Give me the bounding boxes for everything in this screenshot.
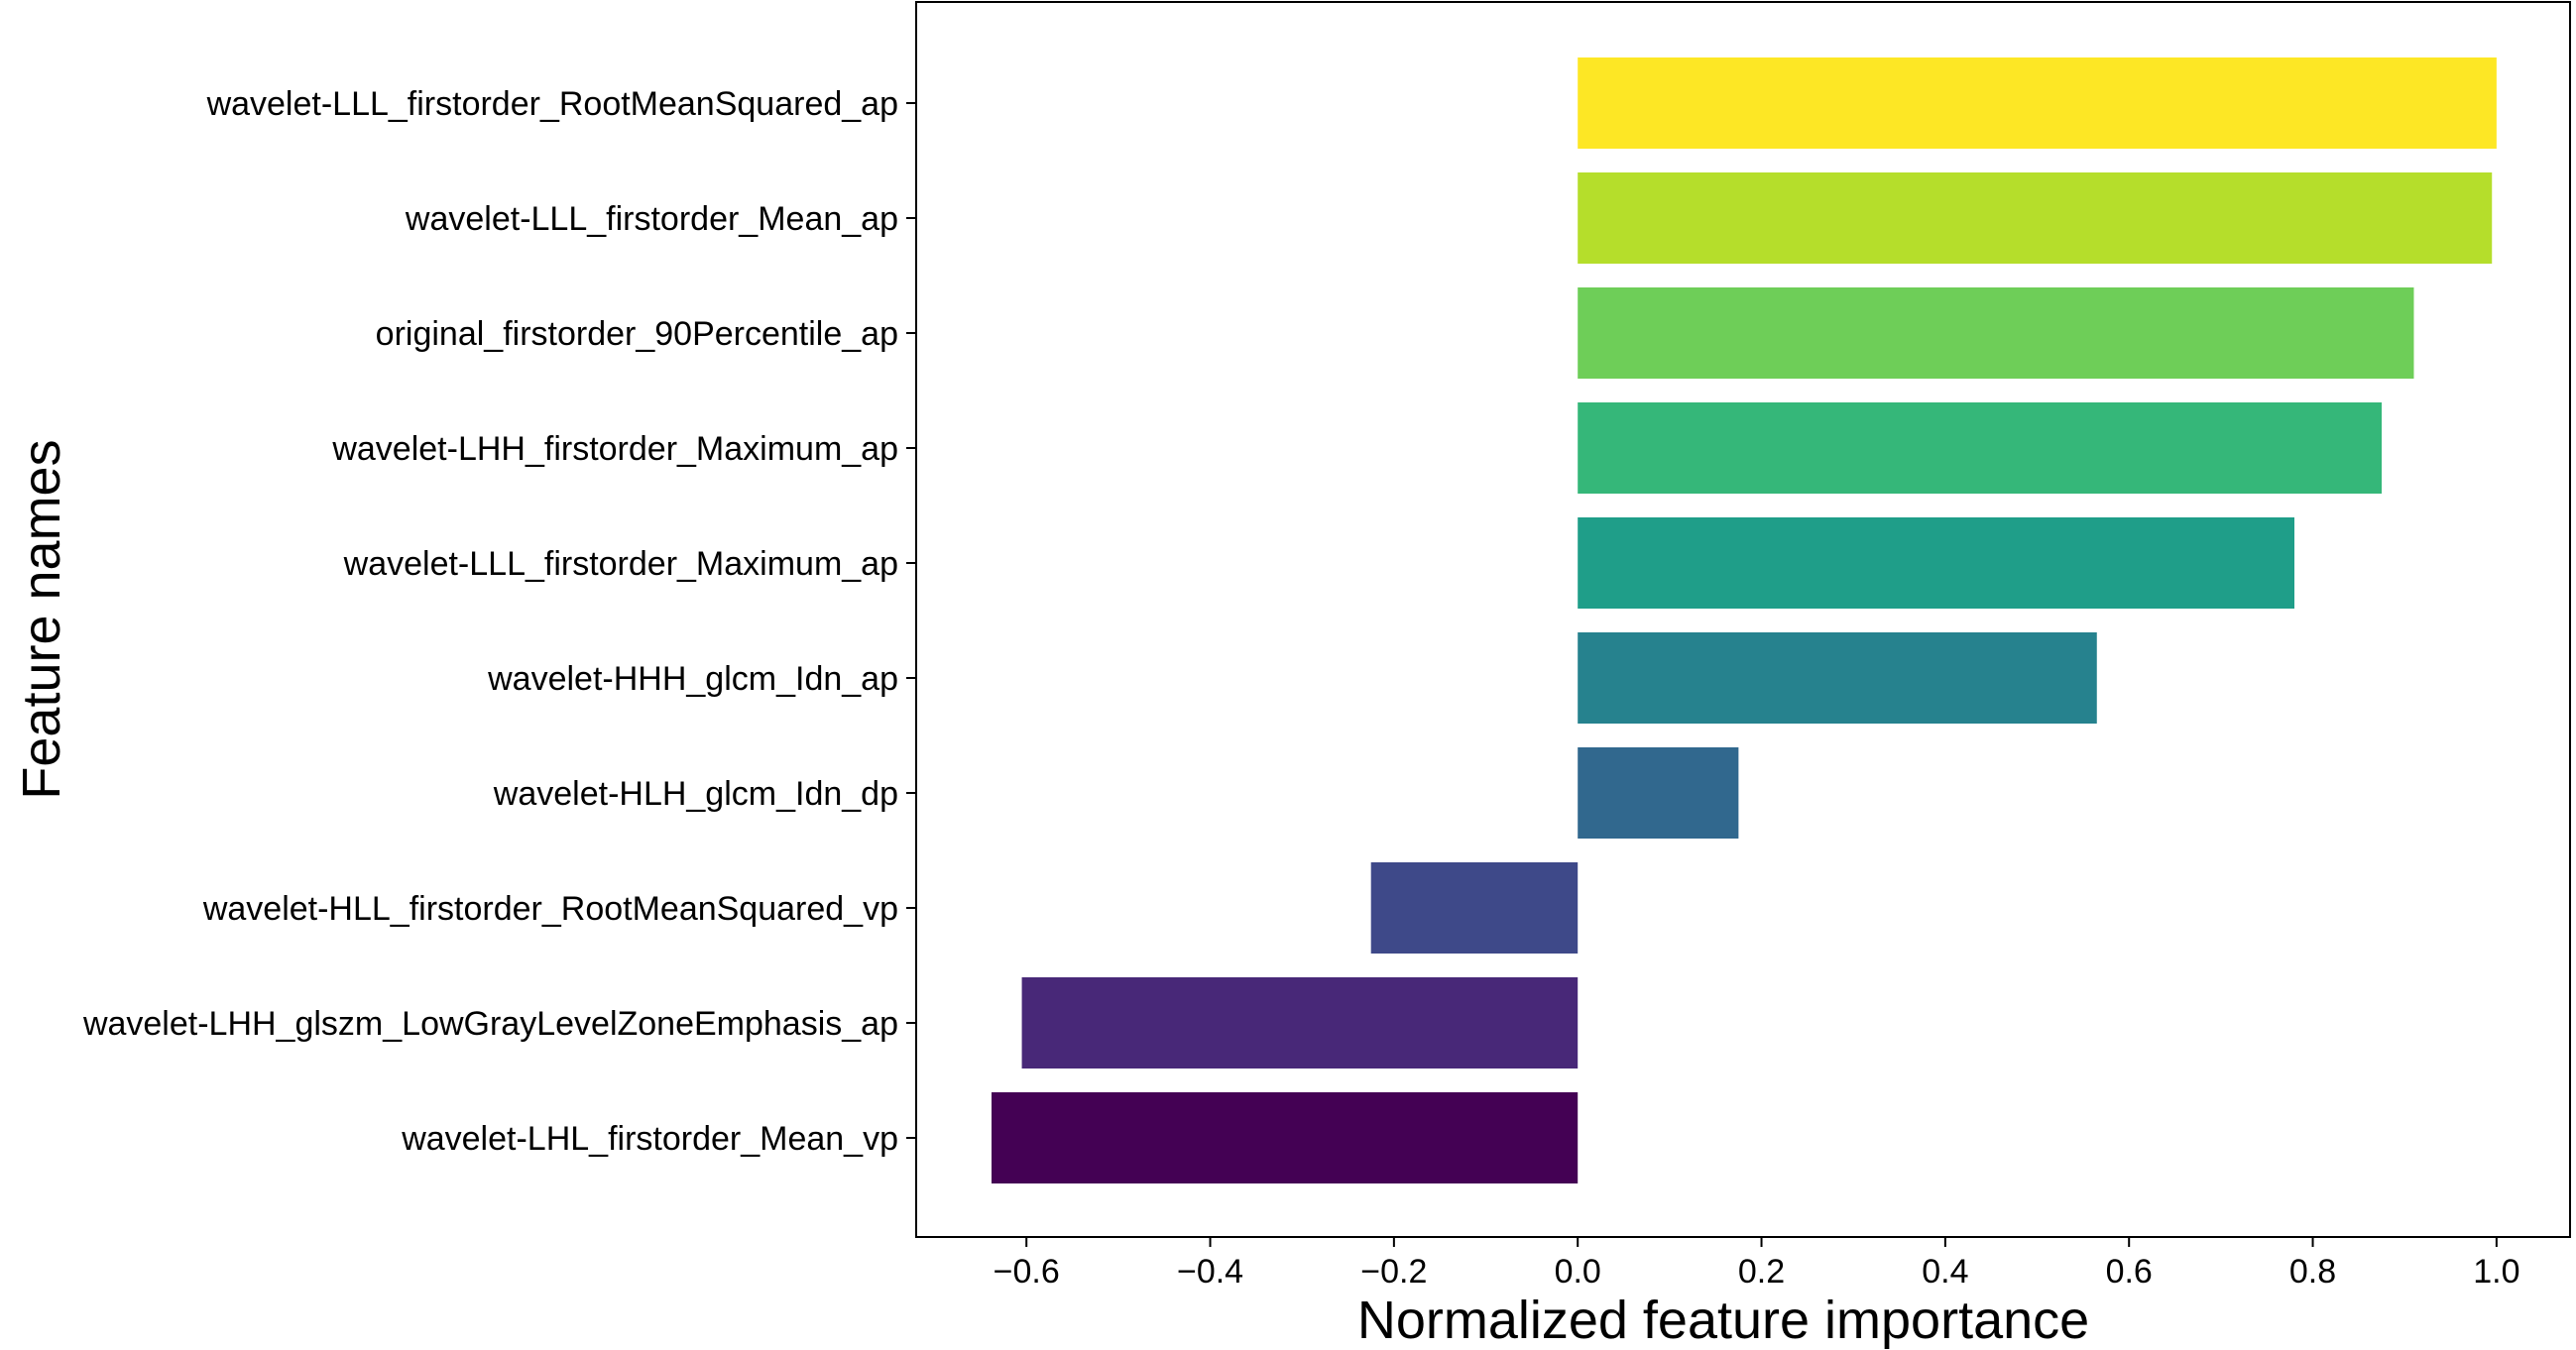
x-tick-label: −0.4: [1177, 1253, 1243, 1291]
bar: [1578, 632, 2097, 724]
x-tick-label: 0.2: [1738, 1253, 1785, 1291]
y-tick-label: wavelet-LHH_glszm_LowGrayLevelZoneEmphas…: [82, 1005, 898, 1043]
bar: [1578, 747, 1739, 839]
x-tick-label: −0.2: [1360, 1253, 1427, 1291]
bar: [1578, 402, 2383, 494]
x-tick-label: 0.4: [1922, 1253, 1968, 1291]
x-tick-label: 0.6: [2106, 1253, 2153, 1291]
y-tick-label: wavelet-LHH_firstorder_Maximum_ap: [331, 430, 898, 468]
x-tick-label: 0.8: [2289, 1253, 2336, 1291]
y-tick-label: wavelet-LLL_firstorder_RootMeanSquared_a…: [206, 85, 898, 123]
y-tick-label: wavelet-HLH_glcm_Idn_dp: [493, 775, 898, 813]
x-tick-label: −0.6: [994, 1253, 1060, 1291]
y-tick-label: wavelet-HLL_firstorder_RootMeanSquared_v…: [202, 890, 898, 928]
y-axis-title: Feature names: [12, 439, 71, 799]
plot-frame: [915, 1, 2571, 1238]
y-tick-label: original_firstorder_90Percentile_ap: [376, 315, 898, 353]
y-tick-label: wavelet-LLL_firstorder_Maximum_ap: [343, 545, 898, 583]
y-tick-label: wavelet-LLL_firstorder_Mean_ap: [405, 200, 898, 238]
x-tick-label: 1.0: [2473, 1253, 2519, 1291]
bars-group: [991, 57, 2497, 1183]
bar: [1578, 517, 2294, 609]
x-tick-label: 0.0: [1555, 1253, 1601, 1291]
x-axis-ticks: −0.6 −0.4 −0.2 0.0 0.2 0.4 0.6 0.8 1.0: [994, 1237, 2519, 1291]
x-axis-title: Normalized feature importance: [1357, 1291, 2089, 1350]
bar: [1021, 977, 1579, 1069]
y-tick-label: wavelet-LHL_firstorder_Mean_vp: [401, 1120, 898, 1158]
bar: [991, 1092, 1579, 1183]
y-tick-label: wavelet-HHH_glcm_Idn_ap: [487, 660, 898, 698]
bar: [1370, 862, 1579, 954]
y-axis-labels: wavelet-LLL_firstorder_RootMeanSquared_a…: [82, 85, 916, 1158]
bar: [1578, 57, 2497, 149]
bar: [1578, 287, 2414, 379]
bar: [1578, 172, 2493, 264]
